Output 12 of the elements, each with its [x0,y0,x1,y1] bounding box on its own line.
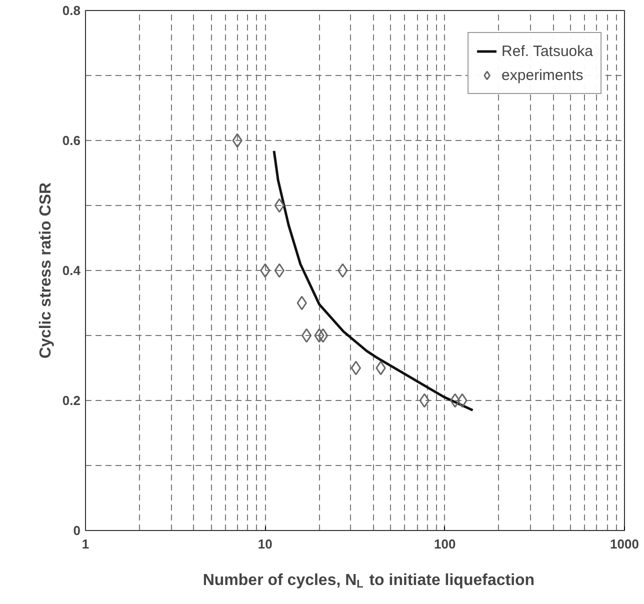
legend-label: Ref. Tatsuoka [502,42,593,60]
x-tick-label: 1 [82,536,90,552]
y-tick-label: 0.6 [62,133,81,148]
y-tick-label: 0.4 [62,263,82,278]
x-tick-label: 1000 [610,536,639,552]
x-tick-label: 100 [434,536,456,552]
x-tick-label: 10 [258,536,272,552]
y-axis-title: Cyclic stress ratio CSR [37,182,54,359]
y-tick-label: 0.2 [62,393,81,408]
y-tick-label: 0 [73,523,81,538]
y-tick-label: 0.8 [62,3,81,18]
legend-label: experiments [502,66,584,84]
